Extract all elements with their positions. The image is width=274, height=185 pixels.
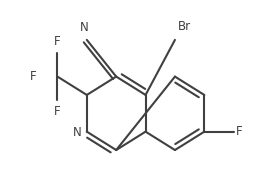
Text: N: N — [80, 21, 89, 34]
Text: F: F — [30, 70, 36, 83]
Text: F: F — [54, 105, 61, 118]
Text: F: F — [236, 125, 243, 138]
Text: F: F — [54, 35, 61, 48]
Text: N: N — [73, 126, 82, 139]
Text: Br: Br — [177, 20, 190, 33]
